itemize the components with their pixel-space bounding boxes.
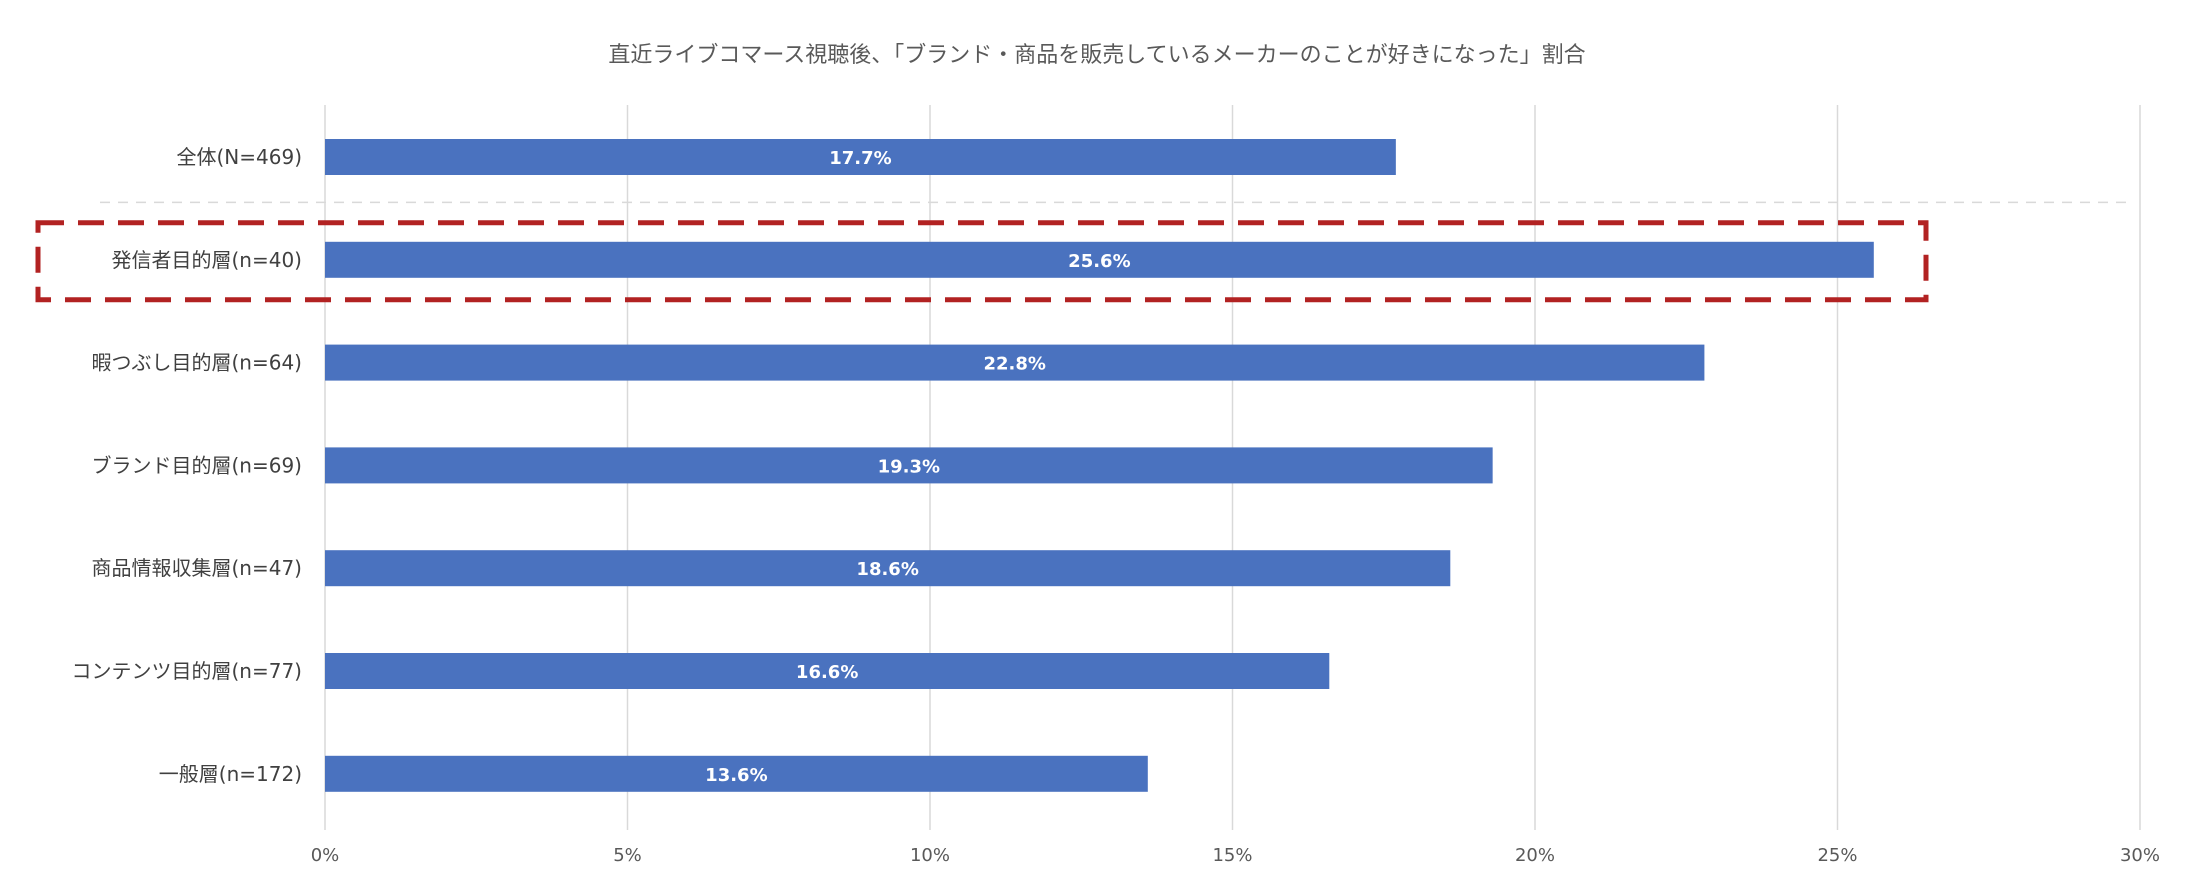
category-label: ブランド目的層(n=69) [92, 453, 303, 477]
bar [325, 139, 1396, 175]
category-label: コンテンツ目的層(n=77) [72, 659, 303, 683]
x-tick-label: 25% [1817, 845, 1857, 866]
x-tick-label: 30% [2120, 845, 2160, 866]
bars: 17.7% 25.6% 22.8% 19.3% 18.6% 16.6% 13.6% [325, 139, 1874, 792]
category-labels: 全体(N=469) 発信者目的層(n=40) 暇つぶし目的層(n=64) ブランド目的… [72, 145, 303, 786]
bar-data-label: 19.3% [878, 456, 940, 477]
bar [325, 653, 1330, 689]
bar-data-label: 17.7% [829, 148, 891, 169]
x-axis-tick-labels: 0% 5% 10% 15% 20% 25% 30% [311, 845, 2160, 866]
bar-data-label: 18.6% [856, 559, 918, 580]
highlight-box [35, 220, 1929, 303]
bar [325, 241, 1874, 278]
category-label: 全体(N=469) [177, 145, 303, 169]
bar [325, 447, 1493, 484]
category-label: 発信者目的層(n=40) [112, 248, 303, 272]
bar-data-label: 13.6% [705, 765, 767, 786]
x-tick-label: 15% [1212, 845, 1252, 866]
chart-title: 直近ライブコマース視聴後、「ブランド・商品を販売しているメーカーのことが好きにな… [608, 43, 1585, 68]
category-label: 商品情報収集層(n=47) [92, 556, 303, 580]
bar [325, 344, 1705, 381]
bar-data-label: 25.6% [1068, 251, 1130, 272]
bar-data-label: 16.6% [796, 662, 858, 683]
bar [325, 755, 1148, 792]
bar-data-label: 22.8% [983, 354, 1045, 375]
x-tick-label: 5% [613, 845, 642, 866]
bar [325, 550, 1451, 587]
category-label: 暇つぶし目的層(n=64) [92, 351, 303, 375]
x-tick-label: 0% [311, 845, 340, 866]
x-tick-label: 10% [910, 845, 950, 866]
category-label: 一般層(n=172) [159, 762, 302, 786]
x-tick-label: 20% [1515, 845, 1555, 866]
